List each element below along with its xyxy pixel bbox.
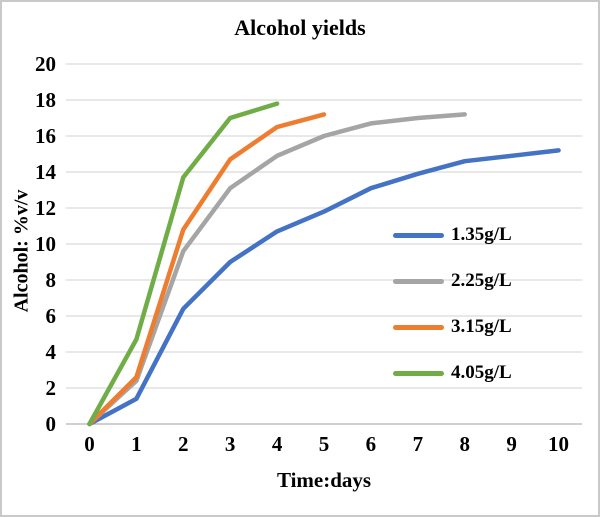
y-tick-label-0: 0: [45, 412, 57, 436]
legend-item-2-25g-l: 2.25g/L: [393, 270, 512, 292]
x-tick-label-2: 2: [178, 432, 189, 456]
x-tick-label-3: 3: [224, 432, 236, 456]
legend-item-3-15g-l: 3.15g/L: [393, 316, 512, 338]
x-tick-label-6: 6: [365, 432, 377, 456]
legend-item-4-05g-l: 4.05g/L: [393, 362, 512, 384]
legend-swatch-icon: [393, 324, 444, 330]
y-tick-label-16: 16: [35, 124, 56, 148]
series-line-2-25g-l: [87, 112, 467, 427]
y-tick-label-18: 18: [35, 88, 56, 112]
legend-label: 3.15g/L: [451, 316, 512, 337]
y-tick-label-14: 14: [35, 160, 56, 184]
y-tick-label-4: 4: [45, 340, 57, 364]
y-tick-label-6: 6: [45, 304, 57, 328]
legend-item-1-35g-l: 1.35g/L: [393, 224, 512, 246]
legend-label: 1.35g/L: [451, 224, 512, 245]
x-tick-label-9: 9: [506, 432, 517, 456]
series-line-3-15g-l: [87, 112, 327, 427]
x-axis-title: Time:days: [276, 468, 372, 492]
series-line-1-35g-l: [87, 148, 561, 427]
x-tick-label-5: 5: [318, 432, 330, 456]
y-tick-label-8: 8: [45, 268, 57, 292]
x-tick-label-10: 10: [548, 432, 570, 456]
legend-label: 4.05g/L: [451, 362, 512, 383]
y-tick-label-2: 2: [45, 376, 57, 400]
x-tick-label-8: 8: [459, 432, 470, 456]
y-tick-label-20: 20: [35, 52, 56, 76]
x-tick-label-7: 7: [412, 432, 424, 456]
legend-swatch-icon: [393, 370, 444, 376]
legend-swatch-icon: [393, 232, 444, 238]
chart-title: Alcohol yields: [234, 15, 366, 40]
x-tick-label-1: 1: [131, 432, 142, 456]
legend-swatch-icon: [393, 278, 444, 284]
series-line-4-05g-l: [87, 101, 280, 427]
x-tick-label-0: 0: [84, 432, 95, 456]
y-tick-label-12: 12: [35, 196, 56, 220]
y-tick-label-10: 10: [35, 232, 56, 256]
x-tick-label-4: 4: [271, 432, 283, 456]
legend-label: 2.25g/L: [451, 270, 512, 291]
